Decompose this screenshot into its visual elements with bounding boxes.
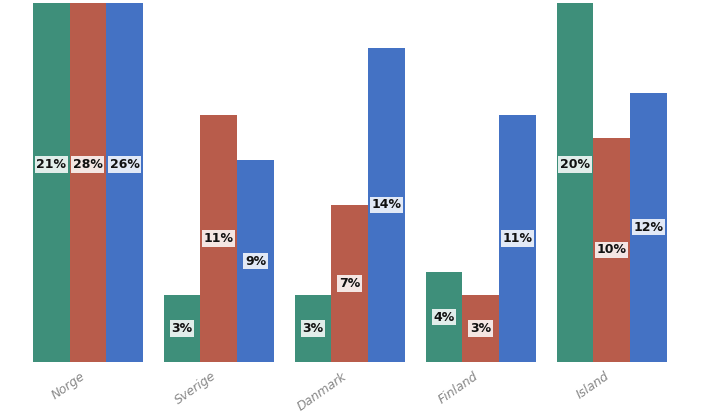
Bar [201,115,237,362]
Bar [462,295,499,362]
Bar [368,48,405,362]
Bar [593,138,630,362]
Bar [237,160,274,362]
Text: 26%: 26% [109,158,140,171]
Text: 10%: 10% [597,243,627,256]
Bar [556,0,593,362]
Text: 4%: 4% [433,311,455,324]
Text: 3%: 3% [302,322,323,335]
Bar [106,0,143,362]
Bar [630,93,666,362]
Bar [426,272,462,362]
Bar [294,295,331,362]
Text: 11%: 11% [502,232,532,245]
Bar [331,205,368,362]
Text: 3%: 3% [470,322,491,335]
Bar [499,115,536,362]
Text: 3%: 3% [172,322,193,335]
Text: 12%: 12% [633,221,663,234]
Text: 20%: 20% [560,158,590,171]
Text: 11%: 11% [204,232,234,245]
Text: 7%: 7% [339,277,360,290]
Bar [70,0,106,362]
Text: 21%: 21% [36,158,66,171]
Bar [33,0,70,362]
Text: 14%: 14% [371,198,402,211]
Bar [164,295,201,362]
Text: 28%: 28% [73,158,103,171]
Text: 9%: 9% [245,255,266,267]
